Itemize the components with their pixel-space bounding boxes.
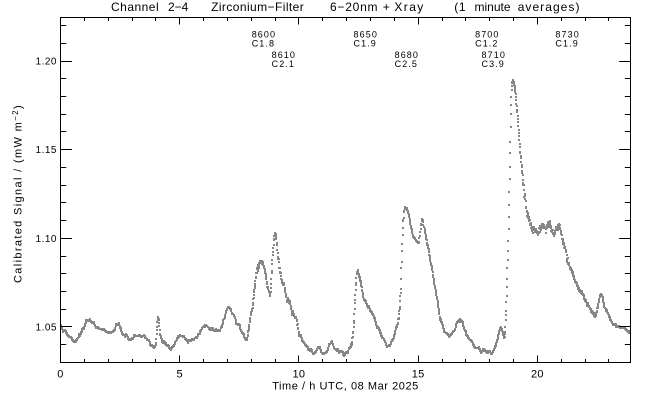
svg-text:Xray: Xray: [394, 0, 424, 14]
svg-text:+: +: [383, 0, 390, 14]
svg-text:minute: minute: [475, 0, 511, 14]
svg-text:0: 0: [57, 369, 63, 381]
svg-text:C3.9: C3.9: [482, 59, 505, 69]
svg-text:5: 5: [176, 369, 182, 381]
svg-text:8700: 8700: [475, 30, 499, 40]
svg-text:C1.9: C1.9: [354, 38, 377, 48]
svg-text:1.10: 1.10: [36, 234, 57, 245]
svg-text:8730: 8730: [555, 30, 579, 40]
svg-text:6−20nm: 6−20nm: [330, 0, 378, 14]
svg-text:1.15: 1.15: [36, 145, 57, 156]
svg-text:C1.9: C1.9: [555, 38, 578, 48]
svg-text:8610: 8610: [272, 50, 296, 60]
svg-text:1.05: 1.05: [36, 323, 57, 334]
svg-text:1.20: 1.20: [36, 56, 57, 67]
svg-text:(1: (1: [454, 0, 466, 14]
svg-text:15: 15: [412, 369, 425, 381]
svg-text:2−4: 2−4: [168, 0, 189, 14]
svg-text:20: 20: [531, 369, 544, 381]
svg-text:8650: 8650: [354, 30, 378, 40]
svg-text:Channel: Channel: [111, 0, 159, 14]
svg-text:Zirconium−Filter: Zirconium−Filter: [211, 0, 304, 14]
svg-text:averages): averages): [518, 0, 581, 14]
svg-text:C2.1: C2.1: [272, 59, 295, 69]
svg-text:10: 10: [292, 369, 305, 381]
svg-text:8680: 8680: [395, 50, 419, 60]
svg-text:8710: 8710: [482, 50, 506, 60]
svg-text:C1.2: C1.2: [475, 38, 498, 48]
svg-text:Time / h UTC, 08 Mar 2025: Time / h UTC, 08 Mar 2025: [272, 380, 419, 392]
svg-text:Calibrated Signal / (mW m−2): Calibrated Signal / (mW m−2): [11, 104, 25, 283]
svg-text:C1.8: C1.8: [252, 38, 275, 48]
svg-text:8600: 8600: [252, 30, 276, 40]
svg-text:C2.5: C2.5: [395, 59, 418, 69]
